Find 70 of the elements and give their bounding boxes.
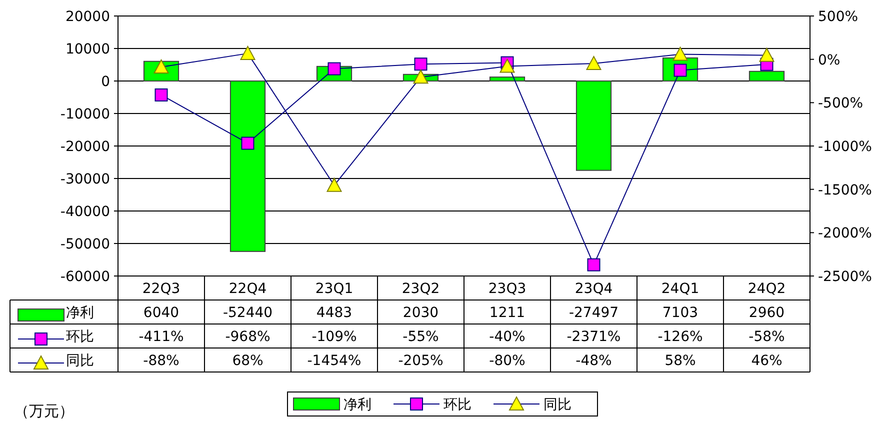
point bbox=[587, 258, 600, 272]
point bbox=[154, 88, 168, 102]
y-tick-label: 20000 bbox=[65, 9, 110, 25]
data-label: -205% bbox=[398, 353, 444, 369]
x-tick-label: 24Q2 bbox=[748, 281, 786, 297]
y-tick-label: -50000 bbox=[60, 236, 110, 252]
data-label: -126% bbox=[658, 329, 703, 345]
data-label: 46% bbox=[751, 353, 782, 369]
data-label: -52440 bbox=[222, 305, 273, 321]
data-label: -1454% bbox=[307, 353, 362, 369]
point bbox=[240, 46, 256, 60]
legend-label: 净利 bbox=[66, 305, 94, 321]
bar bbox=[576, 80, 612, 171]
point bbox=[586, 56, 602, 70]
legend-label: 同比 bbox=[66, 353, 94, 369]
point bbox=[414, 58, 428, 71]
data-label: -27497 bbox=[568, 305, 619, 321]
x-tick-label: 23Q3 bbox=[488, 281, 526, 297]
x-tick-label: 22Q3 bbox=[142, 281, 180, 297]
data-label: -411% bbox=[138, 329, 184, 345]
bar bbox=[748, 70, 785, 82]
data-label: 68% bbox=[232, 353, 264, 369]
y-tick-label: -30000 bbox=[60, 172, 110, 188]
y2-tick-label: -2000% bbox=[818, 226, 872, 242]
data-label: -2371% bbox=[566, 329, 621, 345]
y-tick-label: 10000 bbox=[65, 42, 110, 58]
data-label: 58% bbox=[664, 353, 696, 369]
y2-tick-label: -500% bbox=[818, 96, 864, 112]
point bbox=[241, 136, 254, 150]
y2-tick-label: -1500% bbox=[818, 182, 872, 198]
text: （万元） bbox=[14, 402, 74, 420]
data-label: 2960 bbox=[748, 305, 785, 321]
text: 净利 bbox=[344, 397, 372, 413]
y-tick-label: -10000 bbox=[60, 106, 110, 122]
data-label: -968% bbox=[225, 329, 270, 345]
x-tick-label: 24Q1 bbox=[661, 281, 700, 297]
text: 环比 bbox=[444, 397, 472, 413]
data-label: 6040 bbox=[143, 305, 180, 321]
point bbox=[326, 178, 342, 192]
y2-tick-label: 0% bbox=[818, 52, 840, 68]
data-label: -55% bbox=[402, 329, 439, 345]
y2-tick-label: -2500% bbox=[818, 269, 872, 285]
data-label: -109% bbox=[312, 329, 357, 345]
x-tick-label: 23Q2 bbox=[402, 281, 440, 297]
data-label: -58% bbox=[748, 329, 785, 345]
data-label: -88% bbox=[143, 353, 180, 369]
bar bbox=[489, 76, 526, 82]
data-label: 7103 bbox=[662, 305, 698, 321]
x-tick-label: 23Q1 bbox=[315, 281, 354, 297]
x-tick-label: 22Q4 bbox=[228, 281, 267, 297]
point bbox=[672, 46, 688, 61]
y2-tick-label: 500% bbox=[818, 9, 858, 25]
bar bbox=[230, 80, 266, 252]
legend-label: 环比 bbox=[66, 329, 94, 345]
data-label: 4483 bbox=[316, 305, 352, 321]
y-tick-label: -20000 bbox=[60, 139, 110, 155]
point bbox=[413, 70, 428, 84]
y-tick-label: 0 bbox=[101, 74, 110, 90]
y-tick-label: -60000 bbox=[60, 269, 110, 285]
data-label: 2030 bbox=[402, 305, 439, 321]
text: 同比 bbox=[544, 397, 572, 413]
data-label: 1211 bbox=[489, 305, 526, 321]
data-label: -48% bbox=[576, 353, 612, 369]
y-tick-label: -40000 bbox=[60, 204, 110, 220]
point bbox=[759, 48, 774, 62]
y2-tick-label: -1000% bbox=[818, 139, 872, 155]
data-label: -40% bbox=[489, 329, 526, 345]
x-tick-label: 23Q4 bbox=[574, 281, 613, 297]
point bbox=[500, 58, 515, 73]
data-label: -80% bbox=[489, 353, 526, 369]
